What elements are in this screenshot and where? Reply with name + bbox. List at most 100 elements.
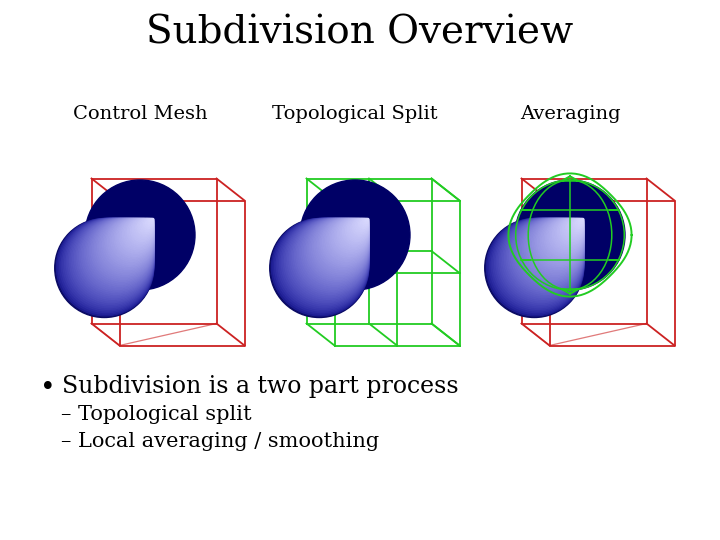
Ellipse shape bbox=[341, 219, 369, 247]
Ellipse shape bbox=[93, 219, 154, 280]
Ellipse shape bbox=[91, 219, 154, 281]
Ellipse shape bbox=[66, 219, 154, 306]
Text: Topological split: Topological split bbox=[78, 405, 251, 424]
Ellipse shape bbox=[289, 219, 369, 298]
Ellipse shape bbox=[273, 219, 369, 314]
Ellipse shape bbox=[99, 219, 154, 273]
Ellipse shape bbox=[129, 219, 154, 243]
Ellipse shape bbox=[81, 219, 154, 291]
Ellipse shape bbox=[549, 219, 584, 253]
Ellipse shape bbox=[515, 219, 584, 288]
Ellipse shape bbox=[270, 219, 369, 318]
Text: Local averaging / smoothing: Local averaging / smoothing bbox=[78, 432, 379, 451]
Ellipse shape bbox=[73, 219, 154, 299]
Ellipse shape bbox=[529, 219, 584, 273]
Ellipse shape bbox=[318, 219, 369, 269]
Ellipse shape bbox=[362, 219, 369, 225]
Ellipse shape bbox=[293, 219, 369, 294]
Ellipse shape bbox=[541, 219, 584, 261]
Ellipse shape bbox=[552, 219, 584, 250]
Ellipse shape bbox=[312, 219, 369, 275]
Ellipse shape bbox=[328, 219, 369, 260]
Ellipse shape bbox=[145, 219, 154, 227]
Ellipse shape bbox=[283, 219, 369, 305]
Ellipse shape bbox=[508, 219, 584, 294]
Ellipse shape bbox=[71, 219, 154, 301]
Ellipse shape bbox=[575, 219, 584, 227]
Ellipse shape bbox=[574, 219, 584, 228]
Ellipse shape bbox=[106, 219, 154, 266]
Ellipse shape bbox=[344, 219, 369, 243]
Ellipse shape bbox=[117, 219, 154, 255]
Ellipse shape bbox=[300, 180, 410, 290]
Ellipse shape bbox=[122, 219, 154, 250]
Ellipse shape bbox=[116, 219, 154, 256]
Ellipse shape bbox=[58, 219, 154, 314]
Ellipse shape bbox=[96, 219, 154, 276]
Ellipse shape bbox=[556, 219, 584, 247]
Ellipse shape bbox=[98, 219, 154, 275]
Ellipse shape bbox=[302, 219, 369, 285]
Ellipse shape bbox=[572, 219, 584, 230]
Ellipse shape bbox=[510, 219, 584, 293]
Ellipse shape bbox=[89, 219, 154, 283]
Ellipse shape bbox=[60, 219, 154, 313]
Ellipse shape bbox=[152, 219, 154, 220]
Text: Averaging: Averaging bbox=[520, 105, 621, 123]
Ellipse shape bbox=[534, 219, 584, 268]
Ellipse shape bbox=[288, 219, 369, 299]
Ellipse shape bbox=[346, 219, 369, 241]
Ellipse shape bbox=[519, 219, 584, 283]
Ellipse shape bbox=[554, 219, 584, 248]
Ellipse shape bbox=[582, 219, 584, 220]
Ellipse shape bbox=[364, 219, 369, 224]
Ellipse shape bbox=[276, 219, 369, 311]
Ellipse shape bbox=[85, 180, 195, 290]
Ellipse shape bbox=[493, 219, 584, 309]
Ellipse shape bbox=[506, 219, 584, 296]
Ellipse shape bbox=[559, 219, 584, 243]
Ellipse shape bbox=[566, 219, 584, 237]
Ellipse shape bbox=[282, 219, 369, 306]
Ellipse shape bbox=[561, 219, 584, 241]
Ellipse shape bbox=[132, 219, 154, 240]
Ellipse shape bbox=[487, 219, 584, 316]
Ellipse shape bbox=[490, 219, 584, 313]
Ellipse shape bbox=[496, 219, 584, 306]
Ellipse shape bbox=[580, 219, 584, 222]
Ellipse shape bbox=[511, 219, 584, 291]
Ellipse shape bbox=[150, 219, 154, 222]
Ellipse shape bbox=[127, 219, 154, 245]
Ellipse shape bbox=[523, 219, 584, 280]
Text: –: – bbox=[60, 405, 71, 424]
Ellipse shape bbox=[515, 180, 625, 290]
Ellipse shape bbox=[76, 219, 154, 296]
Ellipse shape bbox=[301, 219, 369, 286]
Ellipse shape bbox=[513, 219, 584, 289]
Ellipse shape bbox=[501, 219, 584, 301]
Ellipse shape bbox=[354, 219, 369, 233]
Ellipse shape bbox=[63, 219, 154, 309]
Ellipse shape bbox=[109, 219, 154, 263]
Text: Subdivision is a two part process: Subdivision is a two part process bbox=[62, 375, 459, 398]
Ellipse shape bbox=[94, 219, 154, 278]
Ellipse shape bbox=[112, 219, 154, 260]
Ellipse shape bbox=[126, 219, 154, 247]
Ellipse shape bbox=[570, 219, 584, 232]
Ellipse shape bbox=[88, 219, 154, 285]
Ellipse shape bbox=[359, 219, 369, 228]
Ellipse shape bbox=[149, 219, 154, 224]
Ellipse shape bbox=[562, 219, 584, 240]
Ellipse shape bbox=[284, 219, 369, 302]
Ellipse shape bbox=[500, 219, 584, 302]
Ellipse shape bbox=[356, 219, 369, 232]
Ellipse shape bbox=[319, 219, 369, 268]
Ellipse shape bbox=[300, 219, 369, 288]
Ellipse shape bbox=[287, 219, 369, 301]
Ellipse shape bbox=[84, 219, 154, 288]
Ellipse shape bbox=[75, 219, 154, 298]
Text: Control Mesh: Control Mesh bbox=[73, 105, 207, 123]
Ellipse shape bbox=[310, 219, 369, 278]
Ellipse shape bbox=[275, 219, 369, 313]
Ellipse shape bbox=[130, 219, 154, 241]
